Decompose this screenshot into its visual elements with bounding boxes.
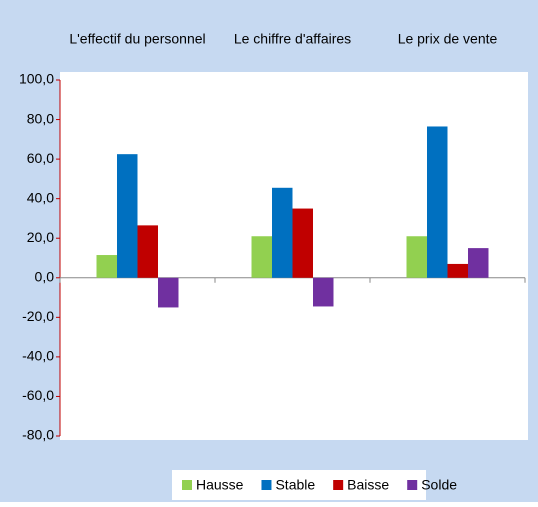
bar [96,255,117,278]
legend-label: Baisse [347,477,389,493]
legend-label: Stable [275,477,315,493]
y-tick-label: -80,0 [22,427,54,443]
bar [272,187,293,278]
y-tick-label: 20,0 [27,229,54,245]
bar [406,236,427,278]
legend-swatch [261,480,272,490]
y-tick-label: 60,0 [27,150,54,166]
category-label: L'effectif du personnel [69,31,205,47]
y-tick-label: 100,0 [19,71,54,87]
bar [158,277,179,308]
bar [117,154,138,278]
bar [137,225,158,278]
category-label: Le chiffre d'affaires [234,31,351,47]
bar [313,277,334,307]
legend-swatch [333,480,344,490]
y-tick-label: -60,0 [22,387,54,403]
legend-label: Hausse [196,477,244,493]
bar [251,236,272,278]
y-tick-label: 80,0 [27,110,54,126]
bar [468,248,489,278]
y-tick-label: -40,0 [22,348,54,364]
legend-box [172,470,426,500]
bar [427,126,448,278]
legend-label: Solde [421,477,457,493]
bar [292,208,313,278]
bar [447,263,468,278]
y-tick-label: 40,0 [27,189,54,205]
y-tick-label: -20,0 [22,308,54,324]
legend-swatch [407,480,418,490]
category-label: Le prix de vente [398,31,498,47]
legend-swatch [182,480,192,490]
y-tick-label: 0,0 [35,268,55,284]
